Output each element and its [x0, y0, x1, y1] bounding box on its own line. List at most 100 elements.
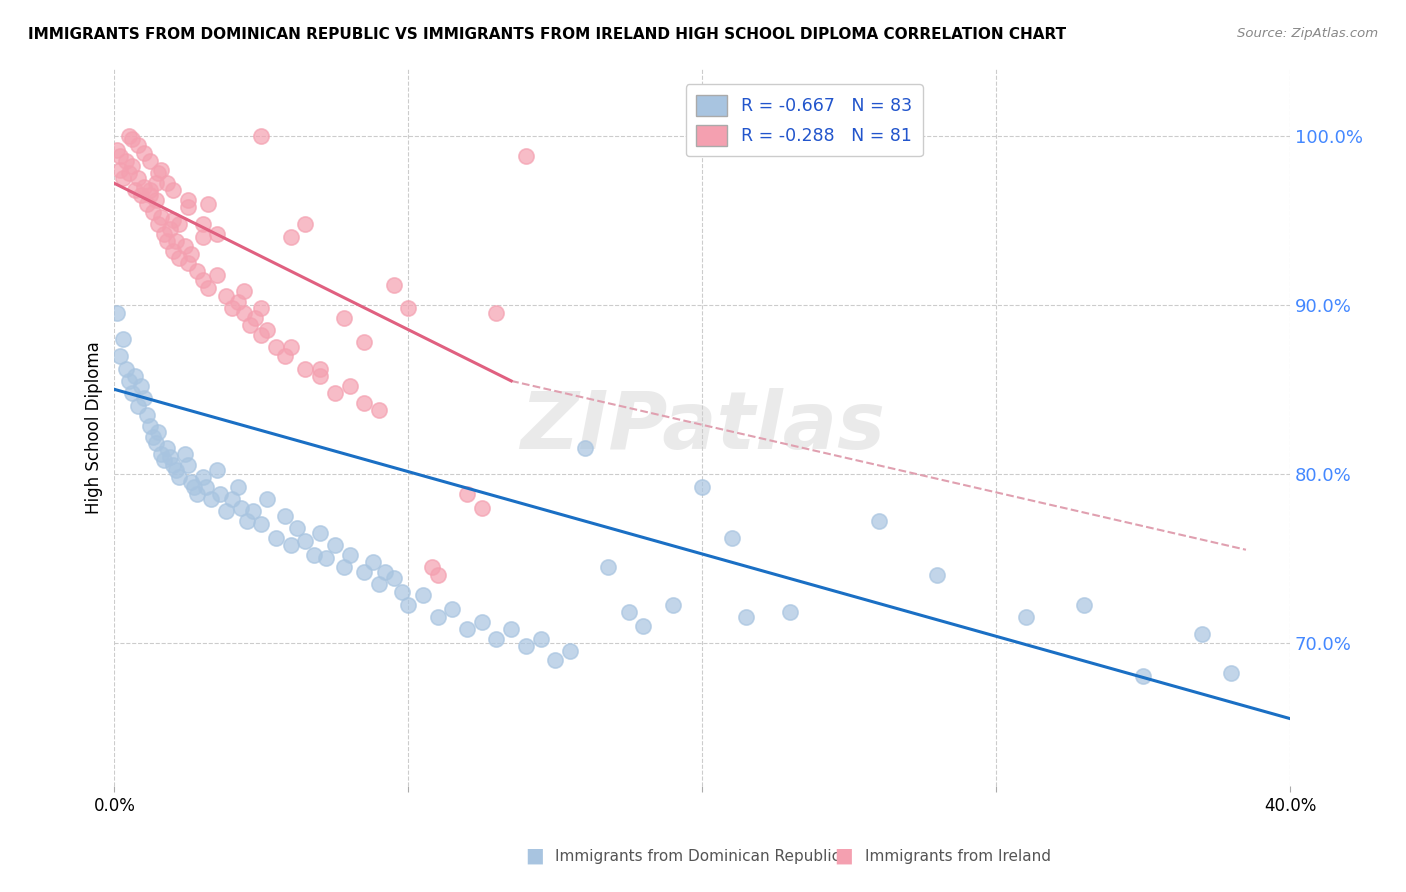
Point — [250, 328, 273, 343]
Point — [110, 162, 132, 177]
Point — [186, 487, 208, 501]
Point — [323, 538, 346, 552]
Point — [382, 277, 405, 292]
Point — [294, 362, 316, 376]
Point — [323, 385, 346, 400]
Point — [315, 551, 337, 566]
Point — [245, 311, 267, 326]
Point — [256, 323, 278, 337]
Point — [353, 565, 375, 579]
Point — [361, 555, 384, 569]
Point — [242, 504, 264, 518]
Point — [221, 301, 243, 316]
Point — [412, 588, 434, 602]
Point — [159, 222, 181, 236]
Point — [239, 318, 262, 333]
Point — [235, 514, 257, 528]
Text: ▪: ▪ — [524, 842, 544, 871]
Point — [177, 256, 200, 270]
Point — [110, 149, 132, 163]
Point — [105, 143, 128, 157]
Point — [396, 301, 419, 316]
Point — [1073, 599, 1095, 613]
Point — [332, 311, 354, 326]
Point — [274, 508, 297, 523]
Point — [197, 196, 219, 211]
Point — [186, 264, 208, 278]
Point — [174, 446, 197, 460]
Point — [339, 548, 361, 562]
Point — [1014, 610, 1036, 624]
Point — [485, 632, 508, 647]
Point — [391, 585, 413, 599]
Point — [558, 644, 581, 658]
Point — [127, 171, 149, 186]
Point — [159, 450, 181, 464]
Point — [177, 458, 200, 473]
Point — [274, 349, 297, 363]
Point — [690, 480, 713, 494]
Point — [207, 227, 229, 241]
Point — [145, 193, 167, 207]
Text: IMMIGRANTS FROM DOMINICAN REPUBLIC VS IMMIGRANTS FROM IRELAND HIGH SCHOOL DIPLOM: IMMIGRANTS FROM DOMINICAN REPUBLIC VS IM… — [28, 27, 1066, 42]
Point — [162, 183, 184, 197]
Point — [207, 268, 229, 282]
Point — [121, 160, 143, 174]
Point — [112, 171, 135, 186]
Point — [215, 504, 238, 518]
Point — [145, 177, 167, 191]
Point — [105, 306, 128, 320]
Point — [304, 548, 326, 562]
Point — [720, 531, 742, 545]
Point — [156, 442, 179, 456]
Point — [309, 368, 332, 383]
Point — [456, 487, 478, 501]
Point — [138, 154, 160, 169]
Point — [197, 281, 219, 295]
Point — [191, 470, 214, 484]
Point — [132, 145, 155, 160]
Point — [138, 419, 160, 434]
Point — [285, 521, 308, 535]
Point — [368, 576, 391, 591]
Point — [180, 247, 202, 261]
Point — [264, 531, 287, 545]
Point — [145, 436, 167, 450]
Point — [544, 652, 567, 666]
Point — [129, 188, 152, 202]
Point — [471, 615, 494, 630]
Point — [110, 349, 132, 363]
Point — [374, 565, 396, 579]
Point — [515, 639, 537, 653]
Point — [115, 154, 138, 169]
Point — [124, 368, 146, 383]
Point — [167, 470, 190, 484]
Point — [226, 294, 249, 309]
Point — [1132, 669, 1154, 683]
Point — [121, 385, 143, 400]
Point — [221, 492, 243, 507]
Point — [207, 463, 229, 477]
Point — [209, 487, 232, 501]
Point — [148, 425, 170, 439]
Point — [232, 285, 254, 299]
Text: ▪: ▪ — [834, 842, 853, 871]
Point — [280, 230, 302, 244]
Point — [501, 622, 523, 636]
Point — [280, 340, 302, 354]
Point — [309, 362, 332, 376]
Point — [868, 514, 890, 528]
Point — [167, 251, 190, 265]
Point — [167, 217, 190, 231]
Point — [132, 391, 155, 405]
Point — [121, 132, 143, 146]
Point — [191, 217, 214, 231]
Point — [138, 188, 160, 202]
Point — [471, 500, 494, 515]
Point — [515, 149, 537, 163]
Point — [294, 217, 316, 231]
Point — [1191, 627, 1213, 641]
Point — [353, 334, 375, 349]
Point — [574, 442, 596, 456]
Point — [177, 200, 200, 214]
